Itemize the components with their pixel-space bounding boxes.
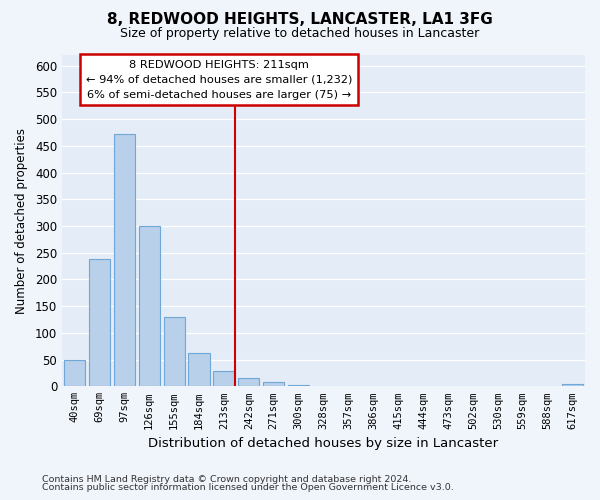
Bar <box>89 259 110 386</box>
Bar <box>188 353 209 386</box>
Bar <box>263 382 284 386</box>
Text: Size of property relative to detached houses in Lancaster: Size of property relative to detached ho… <box>121 28 479 40</box>
Bar <box>214 372 235 386</box>
Text: Contains HM Land Registry data © Crown copyright and database right 2024.: Contains HM Land Registry data © Crown c… <box>42 475 412 484</box>
Bar <box>238 378 259 386</box>
Bar <box>164 317 185 386</box>
Bar <box>139 226 160 386</box>
Text: 8 REDWOOD HEIGHTS: 211sqm
← 94% of detached houses are smaller (1,232)
6% of sem: 8 REDWOOD HEIGHTS: 211sqm ← 94% of detac… <box>86 60 352 100</box>
Bar <box>562 384 583 386</box>
X-axis label: Distribution of detached houses by size in Lancaster: Distribution of detached houses by size … <box>148 437 499 450</box>
Text: Contains public sector information licensed under the Open Government Licence v3: Contains public sector information licen… <box>42 484 454 492</box>
Bar <box>64 360 85 386</box>
Y-axis label: Number of detached properties: Number of detached properties <box>15 128 28 314</box>
Bar <box>288 384 309 386</box>
Text: 8, REDWOOD HEIGHTS, LANCASTER, LA1 3FG: 8, REDWOOD HEIGHTS, LANCASTER, LA1 3FG <box>107 12 493 28</box>
Bar <box>114 134 135 386</box>
